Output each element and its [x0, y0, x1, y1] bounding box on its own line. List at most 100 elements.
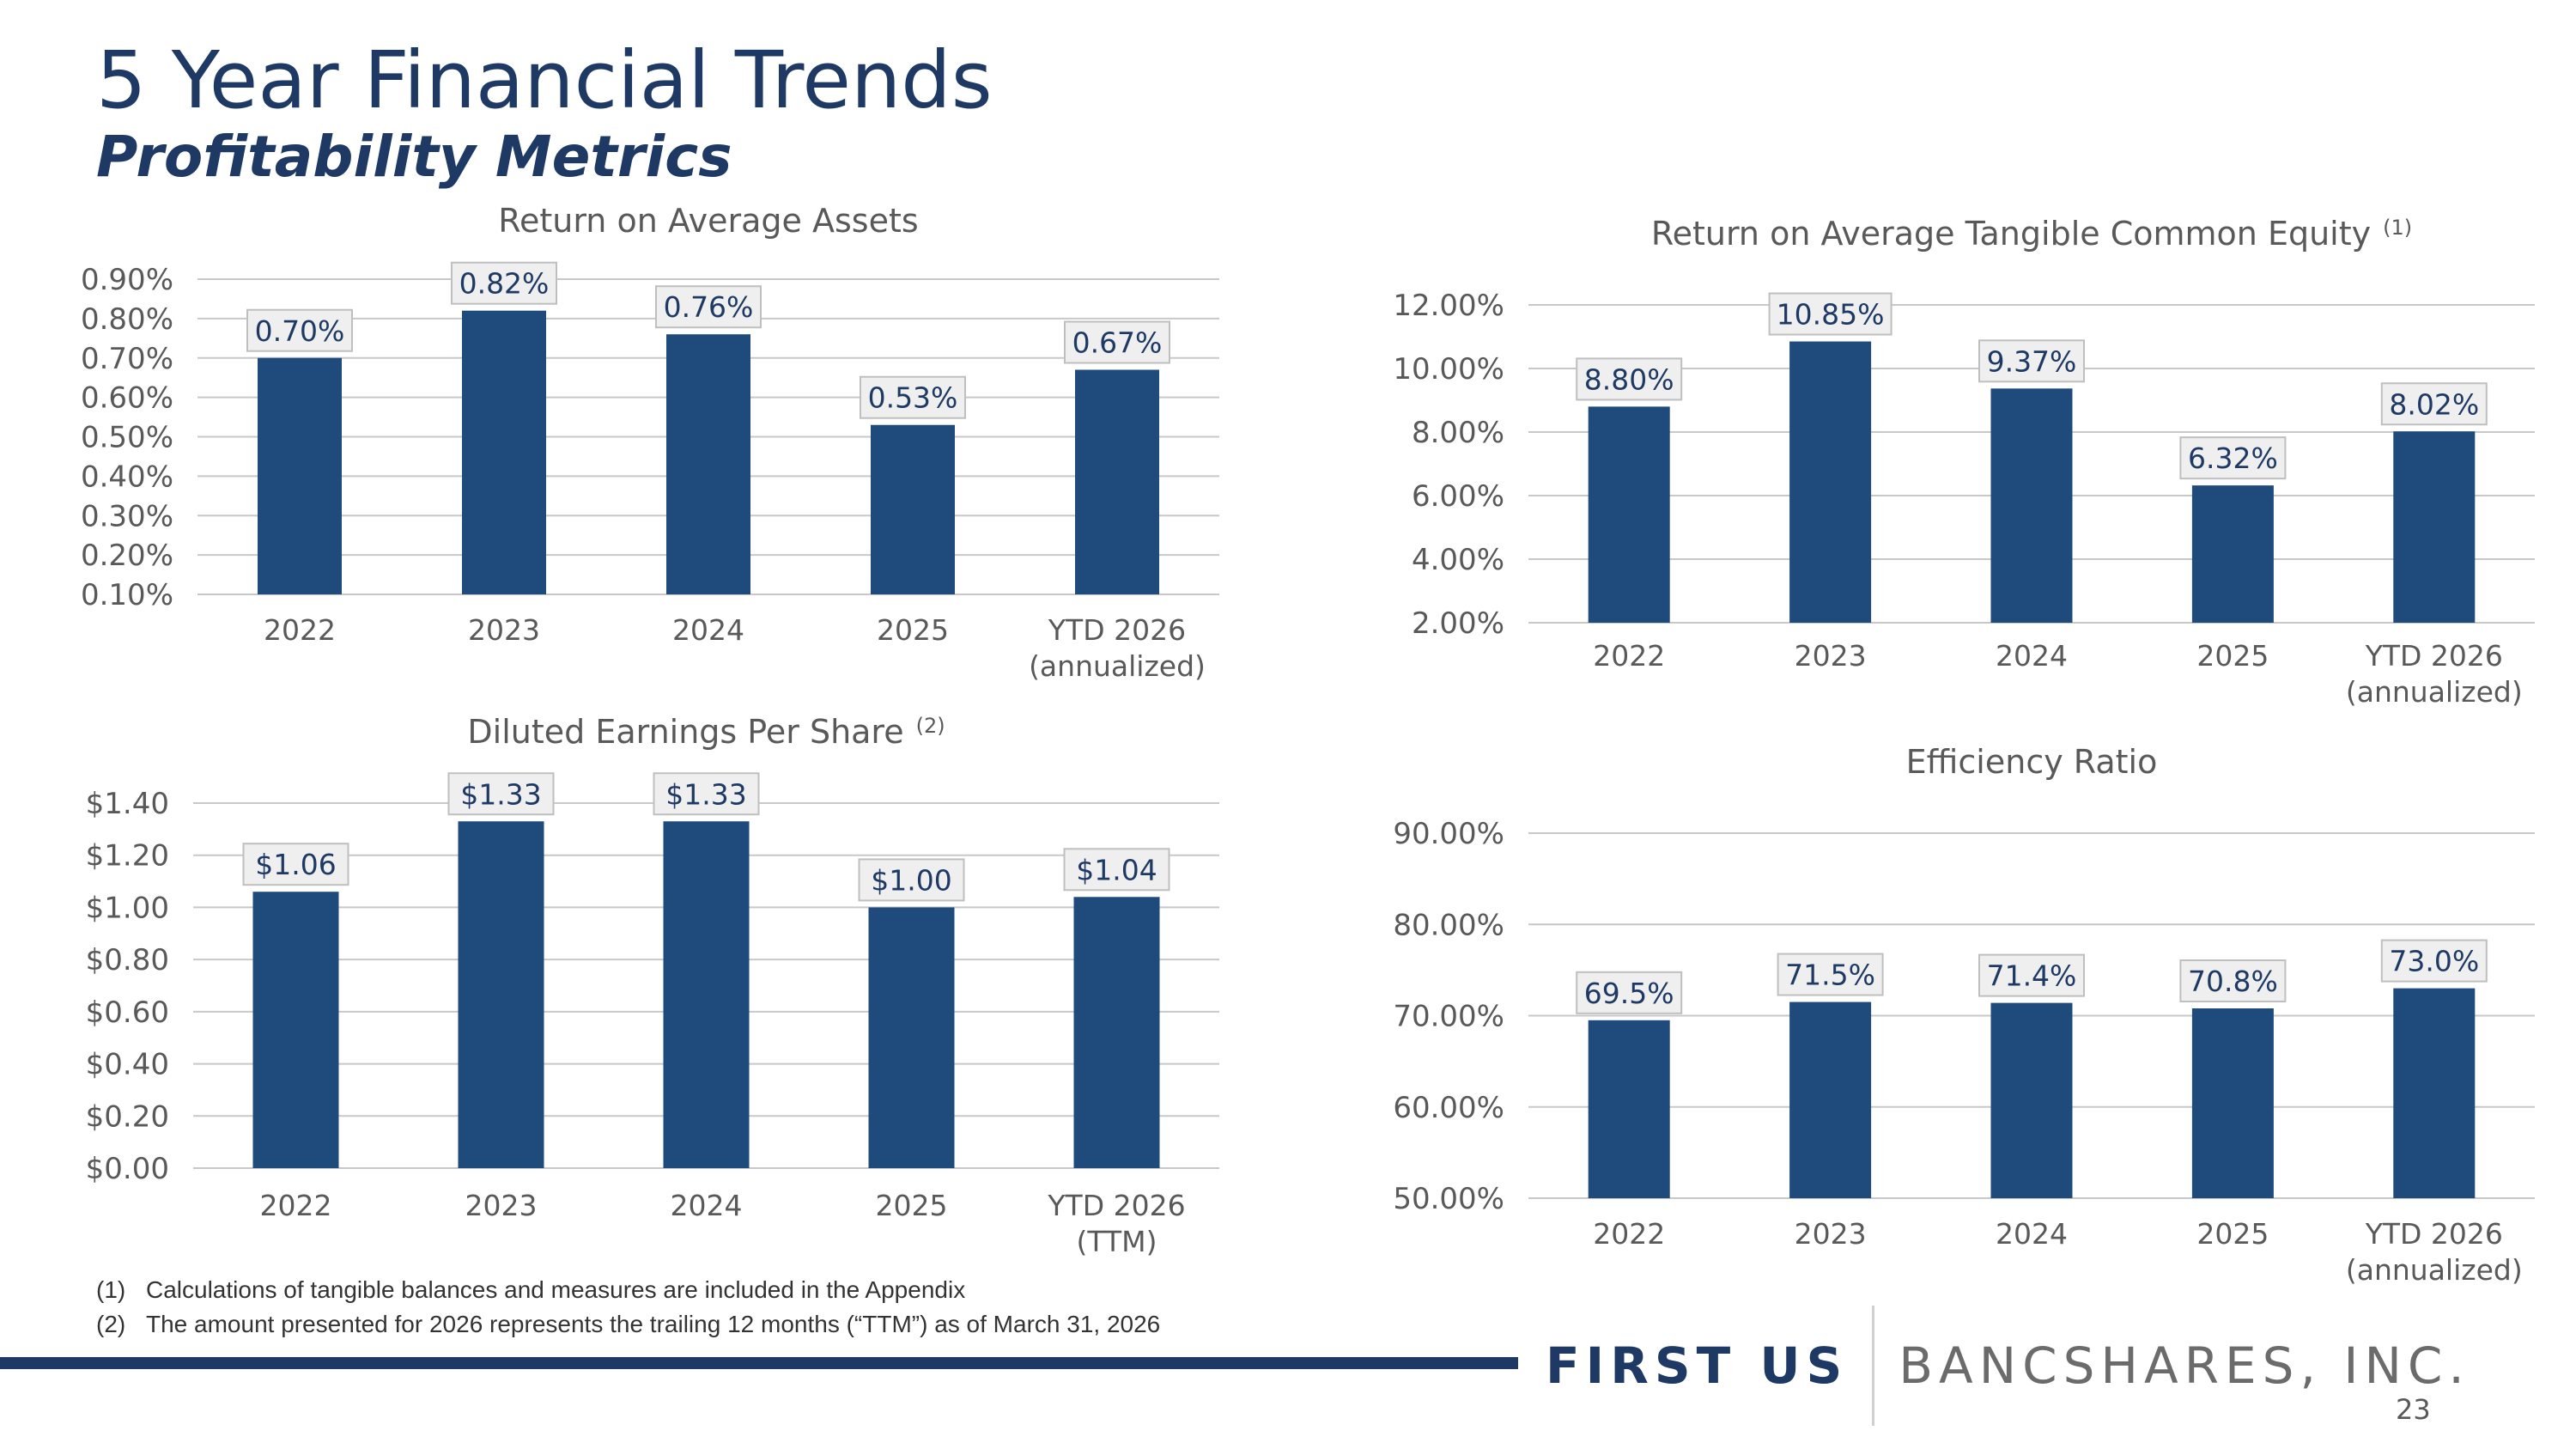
eps-data-label-box [447, 772, 555, 816]
efficiency-bar [1588, 1020, 1670, 1198]
efficiency-data-label-box [1978, 953, 2085, 997]
eps-chart: Diluted Earnings Per Share (2) $0.00 $0.20 $… [52, 700, 1236, 1267]
roatce-title-footnote-ref: (1) [2383, 216, 2412, 240]
efficiency-data-label: 71.4% [1987, 959, 2077, 993]
eps-title-footnote-ref: (2) [916, 714, 945, 738]
roaa-tick-label: 0.10% [81, 578, 173, 612]
eps-category-label-line: 2022 [260, 1189, 332, 1222]
roaa-bar [871, 424, 955, 594]
roaa-data-label-box [860, 375, 966, 419]
eps-bar [868, 907, 955, 1168]
efficiency-data-label-box [1777, 953, 1884, 996]
footnote-1: (1) Calculations of tangible balances an… [96, 1273, 1160, 1307]
roatce-chart-svg: Return on Average Tangible Common Equity… [1393, 215, 2535, 709]
efficiency-category-label: 2022 [1593, 1217, 1665, 1251]
brand-bar [0, 1357, 1518, 1369]
roaa-category-label: 2025 [877, 613, 949, 647]
roatce-category-label: 2025 [2196, 639, 2269, 673]
roaa-tick-label: 0.60% [81, 381, 173, 416]
eps-data-label: $1.00 [871, 863, 951, 897]
efficiency-category-label-line: 2022 [1593, 1217, 1665, 1251]
eps-category-label: 2024 [671, 1189, 743, 1222]
eps-bar [252, 892, 339, 1168]
eps-data-label-box [242, 843, 349, 886]
eps-tick-label: $1.00 [86, 891, 169, 925]
efficiency-category-label-line: 2024 [1996, 1217, 2068, 1251]
roatce-category-label: YTD 2026 (annualized) [2346, 639, 2523, 709]
eps-tick-label: $0.60 [86, 995, 169, 1030]
logo-first-us: FIRST US [1546, 1336, 1849, 1395]
efficiency-tick-label: 50.00% [1393, 1182, 1504, 1216]
roatce-data-label: 8.80% [1584, 362, 1674, 396]
efficiency-bar [1789, 1002, 1872, 1198]
efficiency-category-label: 2024 [1996, 1217, 2068, 1251]
roaa-category-label-line: 2023 [468, 613, 540, 647]
roaa-tick-label: 0.40% [81, 460, 173, 494]
footnotes: (1) Calculations of tangible balances an… [96, 1273, 1160, 1342]
roaa-category-label-line: 2022 [264, 613, 336, 647]
roaa-data-label: 0.67% [1072, 326, 1163, 360]
roatce-bar [2191, 485, 2274, 623]
eps-category-label: 2023 [465, 1189, 538, 1222]
logo-divider [1872, 1306, 1875, 1426]
roaa-bar [462, 310, 546, 594]
roaa-category-label: 2024 [672, 613, 744, 647]
eps-category-label-line: 2024 [671, 1189, 743, 1222]
eps-bar [1073, 897, 1160, 1168]
eps-chart-svg: Diluted Earnings Per Share (2) $0.00 $0.20 $… [86, 713, 1219, 1258]
roaa-category-label: YTD 2026 (annualized) [1029, 613, 1206, 683]
roatce-category-label: 2024 [1996, 639, 2068, 673]
eps-category-label-line: YTD 2026 [1047, 1189, 1185, 1222]
efficiency-category-label-line: 2025 [2196, 1217, 2269, 1251]
roaa-chart: Return on Average Assets 0.10% 0.20% 0.30% 0… [52, 189, 1236, 687]
logo-bancshares: BANCSHARES, INC. [1899, 1336, 2470, 1395]
roaa-tick-label: 0.20% [81, 539, 173, 573]
roatce-data-label-box [1768, 292, 1893, 336]
roatce-tick-label: 12.00% [1393, 289, 1504, 323]
roatce-bar [1588, 406, 1670, 623]
eps-category-label: 2025 [876, 1189, 948, 1222]
efficiency-bar [2393, 988, 2476, 1198]
eps-data-label: $1.33 [665, 777, 746, 811]
footnote-2-number: (2) [96, 1311, 126, 1337]
efficiency-data-label: 73.0% [2389, 945, 2479, 978]
roaa-data-label-box [1064, 320, 1170, 364]
efficiency-chart: Efficiency Ratio 50.00% 60.00% 70.00% 80.00%… [1374, 730, 2550, 1297]
eps-tick-label: $1.40 [86, 787, 169, 821]
eps-tick-label: $1.20 [86, 839, 169, 874]
roatce-chart: Return on Average Tangible Common Equity… [1374, 202, 2550, 726]
eps-category-label-line: 2023 [465, 1189, 538, 1222]
efficiency-category-label-line: 2023 [1795, 1217, 1867, 1251]
efficiency-tick-label: 90.00% [1393, 817, 1504, 851]
roatce-data-label-box [2179, 436, 2287, 480]
roaa-data-label: 0.53% [868, 381, 958, 415]
roatce-tick-label: 10.00% [1393, 352, 1504, 387]
eps-category-label: 2022 [260, 1189, 332, 1222]
efficiency-tick-label: 80.00% [1393, 908, 1504, 942]
eps-tick-label: $0.20 [86, 1099, 169, 1134]
efficiency-category-label: 2025 [2196, 1217, 2269, 1251]
roaa-chart-svg: Return on Average Assets 0.10% 0.20% 0.30% 0… [81, 202, 1219, 683]
roaa-category-label-line: (annualized) [1029, 649, 1206, 683]
roatce-category-label-line: (annualized) [2346, 675, 2523, 709]
roaa-bar [258, 357, 342, 594]
eps-data-label-box [858, 858, 965, 902]
roatce-data-label-box [1978, 339, 2085, 383]
company-logo: FIRST US BANCSHARES, INC. [1546, 1306, 2470, 1426]
footnote-1-number: (1) [96, 1276, 126, 1303]
efficiency-category-label-line: YTD 2026 [2365, 1217, 2503, 1251]
roaa-data-label: 0.76% [664, 290, 754, 324]
page-subtitle: Profitability Metrics [96, 124, 732, 190]
roaa-title: Return on Average Assets [498, 202, 918, 240]
roatce-category-label-line: 2024 [1996, 639, 2068, 673]
roaa-category-label-line: 2025 [877, 613, 949, 647]
footnote-1-text: Calculations of tangible balances and me… [146, 1276, 966, 1303]
eps-tick-label: $0.40 [86, 1048, 169, 1082]
efficiency-category-label-line: (annualized) [2346, 1253, 2523, 1287]
footnote-2: (2) The amount presented for 2026 repres… [96, 1307, 1160, 1342]
roaa-tick-label: 0.50% [81, 421, 173, 455]
eps-tick-label: $0.00 [86, 1152, 169, 1186]
efficiency-data-label: 71.5% [1785, 959, 1875, 992]
roatce-tick-label: 8.00% [1412, 416, 1504, 450]
eps-data-label: $1.06 [255, 848, 336, 881]
